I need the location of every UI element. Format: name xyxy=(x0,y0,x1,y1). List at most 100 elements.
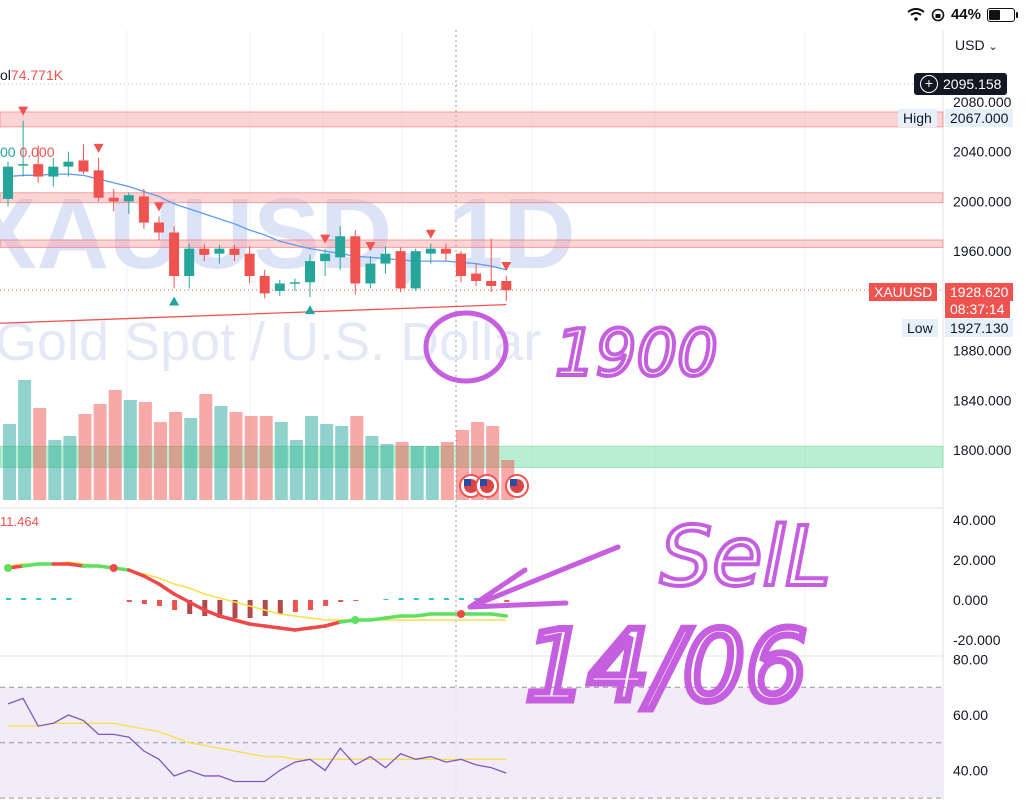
high-label: High xyxy=(898,109,937,127)
macd-histogram-bar xyxy=(383,599,389,600)
volume-bar xyxy=(305,416,318,500)
macd-histogram-bar xyxy=(474,598,480,600)
candle-body xyxy=(199,248,210,255)
macd-histogram-bar xyxy=(323,600,329,606)
macd-histogram-bar xyxy=(443,598,449,600)
macd-histogram-bar xyxy=(6,598,11,600)
macd-line-segment xyxy=(157,582,176,596)
volume-bar xyxy=(93,404,107,500)
macd-histogram-bar xyxy=(398,598,404,600)
macd-axis-tick: 0.000 xyxy=(953,592,988,608)
candle-body xyxy=(456,253,466,277)
macd-line-segment xyxy=(66,562,86,568)
battery-icon xyxy=(987,7,1018,22)
macd-line-segment xyxy=(489,612,509,618)
price-axis[interactable]: 2080.000 2040.000 2000.000 1960.000 1880.000… xyxy=(953,94,1012,778)
volume-bars xyxy=(3,380,515,500)
volume-bar xyxy=(259,416,273,500)
volume-bar xyxy=(154,422,167,500)
candle-body xyxy=(48,166,59,177)
candle-body xyxy=(63,161,74,167)
event-flags[interactable] xyxy=(459,474,529,498)
candle-body xyxy=(18,164,29,166)
macd-line-segment xyxy=(172,592,191,604)
candle-body xyxy=(78,160,89,172)
volume-bar xyxy=(214,406,228,500)
candle-body xyxy=(184,248,195,277)
volume-bar xyxy=(244,416,258,500)
volume-bar xyxy=(169,412,183,500)
sell-marker xyxy=(425,229,436,239)
macd-histogram-bar xyxy=(172,600,178,610)
candle-body xyxy=(154,222,164,233)
volume-bar xyxy=(199,394,213,500)
chevron-down-icon: ⌄ xyxy=(988,41,998,53)
us-flag-canton xyxy=(510,479,517,486)
macd-histogram-bar xyxy=(247,600,253,618)
candle-body xyxy=(123,195,134,202)
macd-line-segment xyxy=(368,616,388,622)
battery-percent: 44% xyxy=(950,6,981,23)
price-axis-tick: 1880.000 xyxy=(953,343,1012,359)
volume-bar xyxy=(138,402,152,500)
volume-bar xyxy=(440,442,454,500)
macd-axis-tick: 20.000 xyxy=(953,552,996,568)
us-flag-canton xyxy=(464,479,471,486)
sell-marker xyxy=(93,143,104,153)
lock-rotation-icon xyxy=(931,8,945,21)
sell-marker xyxy=(501,262,512,272)
candle-body xyxy=(229,248,240,255)
macd-histogram-bar xyxy=(202,600,208,616)
macd-histogram-bar xyxy=(413,598,419,600)
volume-bar xyxy=(18,380,32,500)
candle-body xyxy=(214,248,225,254)
rsi-line xyxy=(7,697,507,783)
macd-line-segment xyxy=(232,618,252,626)
macd-line-segment xyxy=(142,574,161,586)
grid-lines xyxy=(0,30,944,800)
add-icon[interactable]: + xyxy=(920,75,938,93)
sell-marker xyxy=(18,106,29,116)
volume-bar xyxy=(320,424,334,500)
macd-histogram-bar xyxy=(217,600,223,618)
ma-line-path xyxy=(7,173,507,271)
price-axis-tick: 2040.000 xyxy=(953,144,1012,160)
candle-body xyxy=(259,276,270,294)
volume-bar xyxy=(289,440,303,500)
rsi-axis-tick: 60.00 xyxy=(953,707,988,723)
macd-line-segment xyxy=(278,626,297,632)
macd-line-segment xyxy=(127,568,146,578)
ohlc-legend: 00 0.000 xyxy=(0,144,55,160)
macd-histogram-bar xyxy=(428,598,434,600)
sell-marker xyxy=(365,242,376,252)
candle-body xyxy=(320,253,331,262)
macd-histogram-bar xyxy=(187,600,193,614)
macd-histogram-bar xyxy=(308,600,313,610)
circle-annotation xyxy=(423,310,509,384)
macd-histogram-bar xyxy=(51,598,57,600)
resistance-zone xyxy=(0,192,944,204)
sell-marker xyxy=(154,202,164,212)
candle-body xyxy=(395,251,406,289)
crosshair-price-tag[interactable]: + 2095.158 xyxy=(914,73,1008,95)
macd-cross-dot xyxy=(457,610,465,618)
signal-markers xyxy=(18,106,512,315)
arrow-annotation xyxy=(467,544,621,610)
currency-selector[interactable]: USD ⌄ xyxy=(955,37,998,53)
macd-value-label: 11.464 xyxy=(0,514,39,529)
macd-cross-dot xyxy=(4,564,12,572)
volume-bar xyxy=(3,424,16,500)
candle-body xyxy=(33,164,44,177)
macd-histogram-bar xyxy=(36,598,42,600)
sell-marker xyxy=(320,234,331,244)
macd-histogram-bar xyxy=(141,600,147,604)
macd-line-segment xyxy=(262,624,282,630)
macd-histogram-bar xyxy=(277,600,283,614)
volume-bar xyxy=(184,418,198,500)
rsi-ma-line xyxy=(8,722,507,760)
candle-body xyxy=(289,282,300,284)
macd-line-segment xyxy=(293,626,312,632)
candle-body xyxy=(365,263,376,284)
watermark-name: Gold Spot / U.S. Dollar xyxy=(0,312,541,372)
